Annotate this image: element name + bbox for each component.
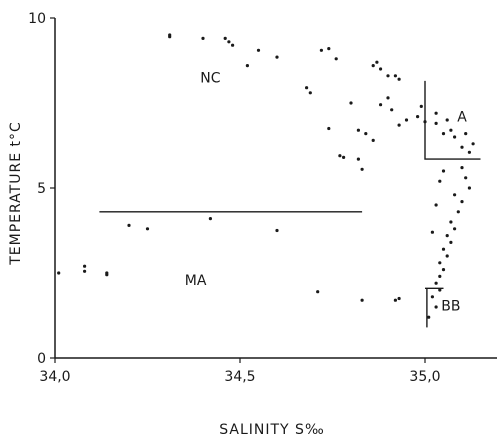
data-point bbox=[467, 186, 471, 190]
data-point bbox=[379, 67, 383, 71]
data-point bbox=[441, 169, 446, 173]
data-point bbox=[449, 128, 453, 132]
data-point bbox=[168, 35, 172, 39]
data-point bbox=[430, 230, 434, 234]
x-tick-label: 34,5 bbox=[224, 369, 255, 385]
data-point bbox=[445, 118, 449, 122]
data-point bbox=[434, 281, 438, 285]
data-point bbox=[356, 128, 360, 132]
data-point bbox=[460, 166, 464, 170]
data-point bbox=[445, 234, 449, 238]
x-axis-title: SALINITY S‰ bbox=[219, 422, 324, 438]
data-point bbox=[453, 227, 457, 231]
data-point bbox=[464, 176, 468, 180]
data-point bbox=[145, 227, 150, 231]
data-point bbox=[386, 74, 390, 78]
data-point bbox=[393, 298, 397, 302]
data-point bbox=[245, 64, 249, 68]
data-point bbox=[308, 91, 312, 95]
data-point bbox=[460, 200, 464, 204]
data-point bbox=[275, 55, 279, 59]
data-point bbox=[327, 126, 331, 131]
data-point bbox=[464, 132, 468, 136]
data-point bbox=[208, 217, 212, 221]
data-point bbox=[404, 118, 409, 122]
data-point bbox=[375, 60, 379, 64]
data-point bbox=[453, 193, 457, 197]
data-point bbox=[231, 43, 235, 47]
y-tick-label: 10 bbox=[28, 11, 46, 27]
data-point bbox=[438, 261, 442, 265]
data-point bbox=[327, 47, 331, 51]
data-point bbox=[379, 103, 383, 107]
data-point bbox=[360, 167, 364, 171]
data-point bbox=[105, 273, 109, 277]
data-point bbox=[371, 64, 375, 68]
data-point bbox=[256, 48, 261, 52]
region-label-bb: BB bbox=[441, 298, 460, 314]
data-point bbox=[227, 40, 231, 44]
data-point bbox=[438, 274, 442, 278]
data-point bbox=[390, 108, 394, 112]
y-axis-title: TEMPERATURE t°C bbox=[8, 121, 24, 266]
data-point bbox=[83, 269, 87, 273]
x-tick-label: 34,0 bbox=[39, 369, 70, 385]
data-point bbox=[349, 101, 353, 105]
data-point bbox=[364, 132, 368, 136]
data-point bbox=[445, 254, 449, 258]
data-point bbox=[434, 111, 438, 115]
data-point bbox=[397, 123, 401, 127]
data-point bbox=[427, 315, 431, 319]
x-tick-label: 35,0 bbox=[409, 369, 440, 385]
data-point bbox=[223, 36, 227, 41]
data-point bbox=[57, 271, 61, 275]
region-label-a: A bbox=[457, 110, 467, 126]
data-point bbox=[430, 295, 434, 299]
data-point bbox=[397, 77, 401, 81]
data-point bbox=[438, 288, 442, 292]
data-point bbox=[434, 203, 438, 207]
data-point bbox=[127, 223, 131, 227]
data-point bbox=[441, 247, 446, 251]
y-tick-label: 0 bbox=[37, 351, 46, 367]
data-point bbox=[441, 268, 446, 272]
data-point bbox=[338, 154, 342, 158]
data-point bbox=[386, 96, 390, 100]
data-point bbox=[453, 135, 457, 139]
data-point bbox=[83, 264, 87, 268]
data-point bbox=[397, 296, 401, 301]
data-point bbox=[356, 157, 360, 161]
data-point bbox=[416, 115, 420, 119]
data-point bbox=[419, 104, 423, 108]
data-point bbox=[438, 179, 442, 183]
data-point bbox=[460, 145, 464, 149]
region-label-nc: NC bbox=[200, 71, 220, 87]
boundary-line-2 bbox=[424, 80, 481, 160]
region-label-ma: MA bbox=[185, 273, 207, 289]
data-point bbox=[342, 155, 346, 159]
data-point bbox=[201, 36, 205, 41]
data-point bbox=[275, 228, 279, 233]
data-point bbox=[319, 48, 323, 52]
data-point bbox=[449, 220, 453, 224]
data-point bbox=[449, 240, 453, 244]
data-point bbox=[316, 290, 320, 294]
data-point bbox=[441, 132, 446, 136]
data-point bbox=[434, 305, 438, 309]
data-point bbox=[471, 142, 475, 146]
data-point bbox=[423, 120, 427, 124]
data-point bbox=[434, 121, 438, 125]
data-point bbox=[371, 138, 375, 142]
data-point bbox=[360, 298, 364, 302]
data-point bbox=[393, 74, 397, 78]
data-point bbox=[305, 86, 309, 90]
y-tick-label: 5 bbox=[37, 181, 46, 197]
data-point bbox=[467, 150, 471, 154]
data-point bbox=[456, 210, 460, 214]
data-point bbox=[334, 57, 338, 61]
